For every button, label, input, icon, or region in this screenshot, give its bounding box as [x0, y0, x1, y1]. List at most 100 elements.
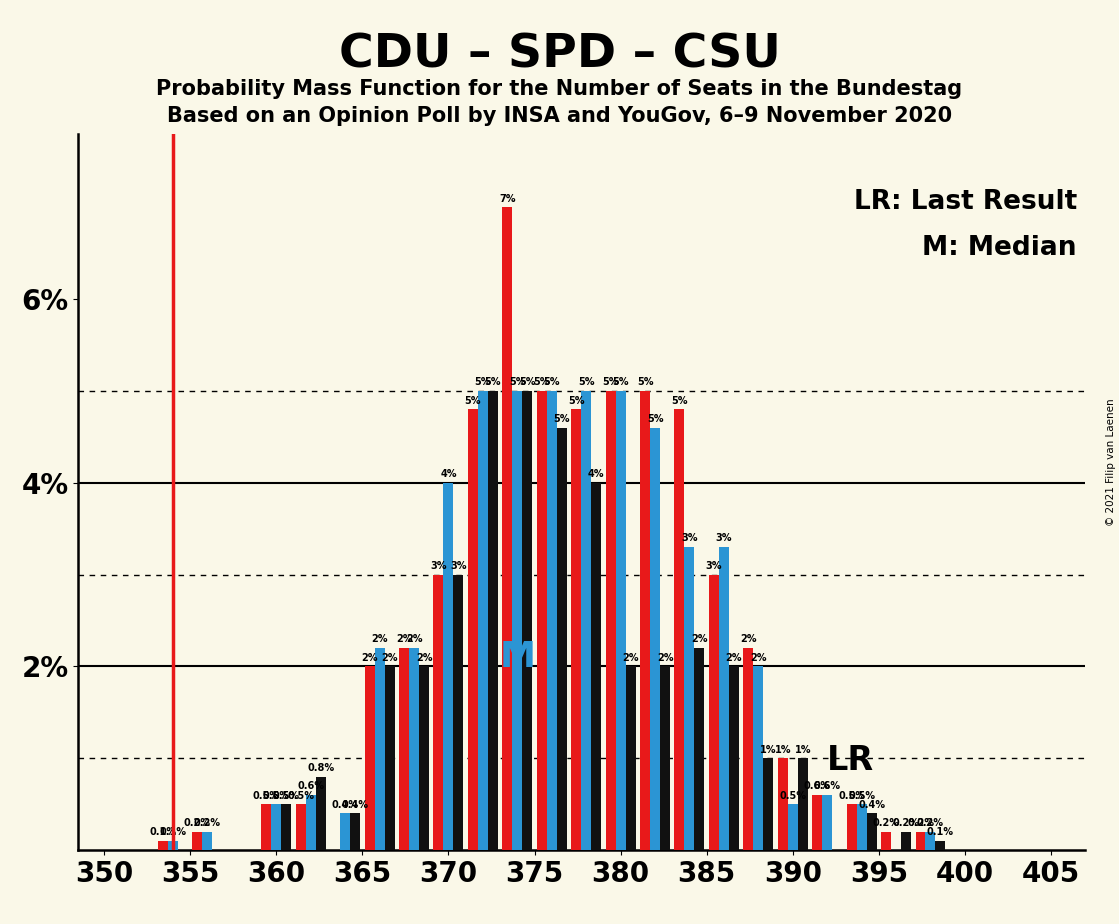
Bar — [385, 666, 395, 850]
Bar — [350, 813, 360, 850]
Bar — [660, 666, 670, 850]
Bar — [798, 759, 808, 850]
Text: 2%: 2% — [406, 635, 422, 644]
Bar — [718, 547, 728, 850]
Bar — [468, 409, 478, 850]
Bar — [513, 391, 523, 850]
Text: 5%: 5% — [647, 414, 664, 424]
Text: 0.5%: 0.5% — [848, 791, 875, 800]
Bar — [281, 804, 291, 850]
Text: 5%: 5% — [637, 377, 653, 387]
Text: 2%: 2% — [740, 635, 756, 644]
Text: 5%: 5% — [485, 377, 501, 387]
Bar — [925, 832, 935, 850]
Text: 3%: 3% — [706, 561, 722, 571]
Text: LR: Last Result: LR: Last Result — [854, 189, 1076, 215]
Bar — [365, 666, 375, 850]
Text: LR: LR — [827, 744, 874, 776]
Text: 2%: 2% — [416, 652, 432, 663]
Bar — [581, 391, 591, 850]
Text: 0.5%: 0.5% — [838, 791, 865, 800]
Text: 0.2%: 0.2% — [908, 818, 934, 828]
Text: 2%: 2% — [382, 652, 398, 663]
Text: 3%: 3% — [681, 533, 698, 543]
Bar — [433, 575, 443, 850]
Bar — [743, 648, 753, 850]
Text: 5%: 5% — [534, 377, 551, 387]
Text: 3%: 3% — [430, 561, 446, 571]
Text: 2%: 2% — [372, 635, 388, 644]
Text: 2%: 2% — [657, 652, 674, 663]
Bar — [901, 832, 911, 850]
Bar — [375, 648, 385, 850]
Text: 5%: 5% — [464, 395, 481, 406]
Text: 2%: 2% — [396, 635, 412, 644]
Bar — [857, 804, 866, 850]
Bar — [419, 666, 429, 850]
Bar — [650, 428, 660, 850]
Bar — [305, 795, 316, 850]
Text: 0.2%: 0.2% — [873, 818, 900, 828]
Text: 5%: 5% — [602, 377, 619, 387]
Bar — [935, 841, 946, 850]
Bar — [847, 804, 857, 850]
Text: 0.1%: 0.1% — [150, 827, 177, 837]
Text: 5%: 5% — [612, 377, 629, 387]
Bar — [271, 804, 281, 850]
Text: 0.5%: 0.5% — [779, 791, 807, 800]
Text: 0.5%: 0.5% — [253, 791, 280, 800]
Bar — [788, 804, 798, 850]
Bar — [410, 648, 419, 850]
Bar — [399, 648, 410, 850]
Bar — [453, 575, 463, 850]
Text: CDU – SPD – CSU: CDU – SPD – CSU — [339, 32, 780, 78]
Text: 5%: 5% — [474, 377, 491, 387]
Text: 0.1%: 0.1% — [160, 827, 187, 837]
Bar — [502, 207, 513, 850]
Text: 5%: 5% — [568, 395, 584, 406]
Bar — [192, 832, 203, 850]
Bar — [822, 795, 833, 850]
Bar — [615, 391, 626, 850]
Bar — [443, 483, 453, 850]
Text: 5%: 5% — [509, 377, 526, 387]
Text: 0.4%: 0.4% — [331, 799, 359, 809]
Bar — [478, 391, 488, 850]
Bar — [685, 547, 695, 850]
Bar — [778, 759, 788, 850]
Bar — [709, 575, 718, 850]
Text: 5%: 5% — [544, 377, 560, 387]
Text: Probability Mass Function for the Number of Seats in the Bundestag: Probability Mass Function for the Number… — [157, 79, 962, 99]
Text: 0.4%: 0.4% — [341, 799, 368, 809]
Text: 0.5%: 0.5% — [273, 791, 300, 800]
Text: 7%: 7% — [499, 194, 516, 204]
Bar — [728, 666, 739, 850]
Bar — [523, 391, 533, 850]
Bar — [812, 795, 822, 850]
Text: 2%: 2% — [622, 652, 639, 663]
Text: 3%: 3% — [450, 561, 467, 571]
Bar — [203, 832, 213, 850]
Bar — [571, 409, 581, 850]
Bar — [695, 648, 705, 850]
Text: 0.6%: 0.6% — [298, 782, 325, 791]
Bar — [158, 841, 168, 850]
Bar — [915, 832, 925, 850]
Bar — [640, 391, 650, 850]
Bar — [295, 804, 305, 850]
Bar — [262, 804, 271, 850]
Bar — [557, 428, 566, 850]
Text: © 2021 Filip van Laenen: © 2021 Filip van Laenen — [1107, 398, 1116, 526]
Bar — [866, 813, 876, 850]
Bar — [881, 832, 891, 850]
Text: 0.5%: 0.5% — [288, 791, 314, 800]
Text: 2%: 2% — [725, 652, 742, 663]
Text: 0.1%: 0.1% — [927, 827, 955, 837]
Text: M: Median: M: Median — [922, 235, 1076, 261]
Bar — [605, 391, 615, 850]
Text: 0.6%: 0.6% — [803, 782, 830, 791]
Bar — [488, 391, 498, 850]
Text: 0.4%: 0.4% — [858, 799, 885, 809]
Text: 2%: 2% — [750, 652, 767, 663]
Bar — [316, 777, 326, 850]
